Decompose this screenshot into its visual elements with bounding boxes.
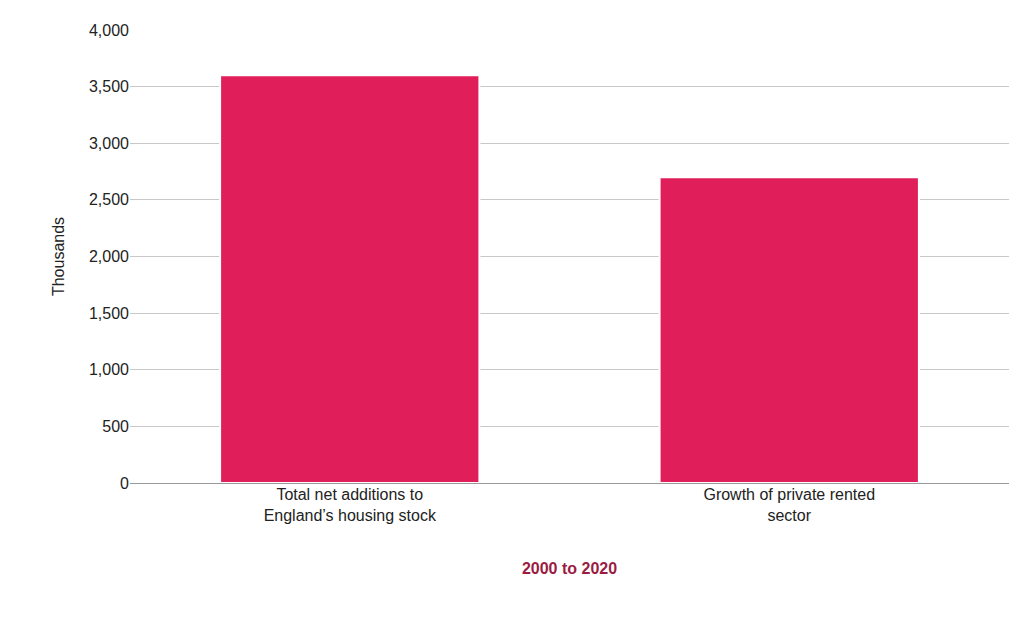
svg-text:Growth of private rentedsector: Growth of private rentedsector xyxy=(703,486,875,524)
svg-text:1,500: 1,500 xyxy=(89,305,129,322)
svg-text:500: 500 xyxy=(102,418,129,435)
svg-text:1,000: 1,000 xyxy=(89,361,129,378)
svg-text:2,000: 2,000 xyxy=(89,248,129,265)
svg-text:3,500: 3,500 xyxy=(89,78,129,95)
svg-text:2,500: 2,500 xyxy=(89,191,129,208)
svg-text:4,000: 4,000 xyxy=(89,22,129,39)
svg-text:Thousands: Thousands xyxy=(50,217,67,296)
svg-text:Total net additions toEngland’: Total net additions toEngland’s housing … xyxy=(264,486,437,524)
svg-text:0: 0 xyxy=(120,475,129,492)
svg-text:3,000: 3,000 xyxy=(89,135,129,152)
svg-text:2000 to 2020: 2000 to 2020 xyxy=(522,560,617,577)
